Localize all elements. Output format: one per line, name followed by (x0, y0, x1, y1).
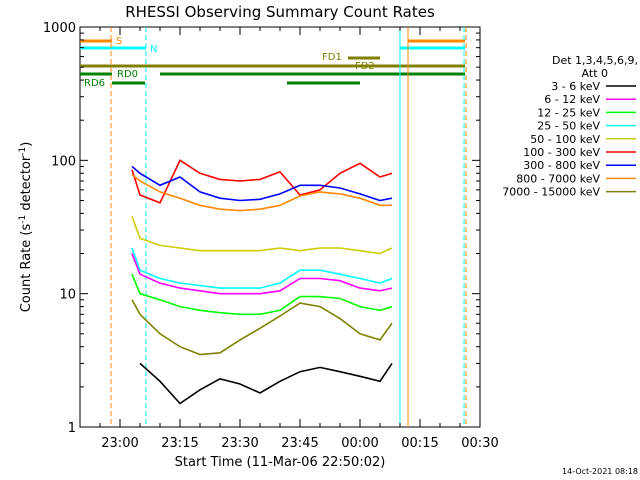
x-tick-label: 00:00 (341, 436, 378, 451)
flag-label-rd6: RD6 (84, 78, 105, 89)
series-line-4 (131, 216, 393, 255)
legend-label: 300 - 800 keV (523, 159, 600, 172)
series-line-6 (131, 165, 393, 202)
y-tick-label: 10 (59, 288, 76, 303)
series-line-1 (131, 253, 393, 295)
series-layer (131, 159, 393, 405)
series-line-8 (131, 299, 393, 356)
x-axis-label: Start Time (11-Mar-06 22:50:02) (175, 455, 386, 470)
flag-label-s: S (116, 36, 122, 47)
y-tick-label: 100 (51, 154, 76, 169)
series-line-7 (131, 174, 392, 212)
flag-layer: S N FD1 FD2 RD0 RD6 (80, 36, 465, 89)
x-tick-label: 23:45 (281, 436, 318, 451)
x-tick-label: 23:00 (101, 436, 138, 451)
y-tick-label: 1 (68, 421, 76, 436)
flag-label-fd2: FD2 (355, 61, 375, 72)
flag-label-fd1: FD1 (322, 52, 342, 63)
x-tick-label: 23:15 (161, 436, 198, 451)
legend-label: 25 - 50 keV (537, 120, 600, 133)
x-tick-label: 00:15 (401, 436, 438, 451)
y-axis-label: Count Rate (s-1 detector-1) (18, 142, 34, 313)
y-axis: 1 10 100 1000 (43, 21, 480, 436)
legend-label: 6 - 12 keV (544, 93, 600, 106)
y-tick-label: 1000 (43, 21, 76, 36)
x-tick-label: 23:30 (221, 436, 258, 451)
legend-label: 12 - 25 keV (537, 106, 600, 119)
event-markers (110, 27, 467, 427)
x-axis: 23:00 23:15 23:30 23:45 00:00 00:15 00:30 (99, 27, 499, 451)
legend-label: 100 - 300 keV (523, 146, 600, 159)
flag-label-rd0: RD0 (117, 69, 138, 80)
chart-title: RHESSI Observing Summary Count Rates (125, 3, 435, 21)
plot-frame (79, 26, 481, 428)
legend-header: Det 1,3,4,5,6,9, (552, 54, 638, 67)
series-line-3 (131, 247, 393, 289)
x-tick-label: 00:30 (461, 436, 498, 451)
legend-label: 7000 - 15000 keV (502, 186, 600, 199)
legend-label: 3 - 6 keV (551, 80, 600, 93)
generation-timestamp: 14-Oct-2021 08:18 (562, 467, 638, 476)
series-line-2 (131, 273, 393, 316)
legend-header-att: Att 0 (582, 67, 608, 80)
legend-label: 50 - 100 keV (530, 133, 600, 146)
series-line-5 (131, 159, 393, 204)
series-line-0 (139, 362, 393, 405)
flag-label-n: N (150, 44, 157, 55)
legend-label: 800 - 7000 keV (516, 172, 600, 185)
